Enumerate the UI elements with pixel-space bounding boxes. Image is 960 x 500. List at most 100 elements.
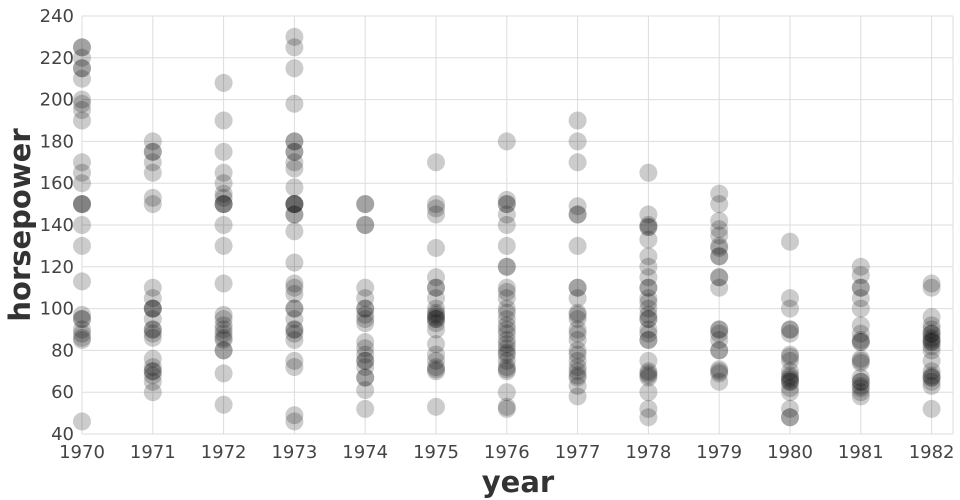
data-point [568, 310, 587, 329]
data-point [356, 333, 375, 352]
data-point [285, 59, 304, 78]
data-point [427, 314, 445, 333]
data-point [427, 360, 445, 379]
data-point [639, 320, 658, 339]
data-points [73, 27, 941, 431]
data-point [922, 330, 941, 349]
data-point [285, 142, 304, 161]
data-point [497, 236, 516, 255]
data-point [781, 408, 799, 427]
data-point [851, 372, 870, 391]
data-point [285, 142, 304, 161]
data-point [143, 142, 162, 161]
data-point [710, 247, 729, 266]
data-point [568, 205, 587, 224]
data-point [143, 358, 162, 377]
data-point [497, 282, 516, 301]
data-point [851, 368, 870, 387]
data-point [568, 236, 587, 255]
data-point [427, 335, 445, 354]
data-point [851, 289, 870, 308]
data-point [639, 293, 658, 312]
data-point [214, 195, 233, 214]
data-point [922, 366, 941, 385]
data-point [356, 314, 375, 333]
data-point [73, 310, 91, 329]
data-point [639, 268, 658, 287]
x-tick-label: 1980 [767, 442, 813, 463]
data-point [710, 330, 729, 349]
data-point [427, 289, 445, 308]
data-point [851, 257, 870, 276]
data-point [73, 195, 91, 214]
data-point [497, 257, 516, 276]
data-point [285, 274, 304, 293]
data-point [427, 268, 445, 287]
data-point [639, 230, 658, 249]
data-point [497, 397, 516, 416]
data-point [73, 195, 91, 214]
data-point [73, 111, 91, 130]
data-point [781, 383, 799, 402]
data-point [639, 205, 658, 224]
data-point [214, 316, 233, 335]
data-point [356, 358, 375, 377]
data-point [143, 163, 162, 182]
data-point [497, 339, 516, 358]
data-point [851, 299, 870, 318]
data-point [214, 236, 233, 255]
data-point [73, 59, 91, 78]
data-point [568, 345, 587, 364]
data-point [851, 330, 870, 349]
y-tick-label: 100 [40, 299, 74, 320]
data-point [851, 376, 870, 395]
data-point [73, 101, 91, 120]
data-point [851, 372, 870, 391]
data-point [710, 268, 729, 287]
data-point [143, 299, 162, 318]
data-point [285, 351, 304, 370]
data-point [639, 362, 658, 381]
data-point [214, 195, 233, 214]
data-point [143, 299, 162, 318]
data-point [427, 299, 445, 318]
data-point [356, 289, 375, 308]
data-point [922, 328, 941, 347]
data-point [710, 226, 729, 245]
data-point [639, 366, 658, 385]
data-point [710, 220, 729, 239]
data-point [639, 278, 658, 297]
data-point [356, 299, 375, 318]
data-point [285, 159, 304, 178]
data-point [214, 305, 233, 324]
grid [81, 15, 954, 435]
data-point [427, 238, 445, 257]
data-point [639, 247, 658, 266]
data-point [143, 372, 162, 391]
data-point [356, 339, 375, 358]
data-point [497, 299, 516, 318]
data-point [497, 383, 516, 402]
data-point [851, 278, 870, 297]
data-point [356, 368, 375, 387]
data-point [214, 184, 233, 203]
data-point [568, 111, 587, 130]
data-point [73, 69, 91, 88]
data-point [710, 362, 729, 381]
data-point [639, 330, 658, 349]
data-point [639, 216, 658, 234]
data-point [427, 320, 445, 339]
data-point [427, 205, 445, 224]
data-point [851, 383, 870, 402]
x-tick-label: 1976 [484, 442, 530, 463]
data-point [73, 216, 91, 234]
data-point [285, 178, 304, 197]
data-point [922, 274, 941, 293]
data-point [497, 278, 516, 297]
data-point [285, 320, 304, 339]
x-tick-label: 1981 [838, 442, 884, 463]
data-point [639, 330, 658, 349]
data-point [427, 153, 445, 172]
data-point [639, 299, 658, 318]
